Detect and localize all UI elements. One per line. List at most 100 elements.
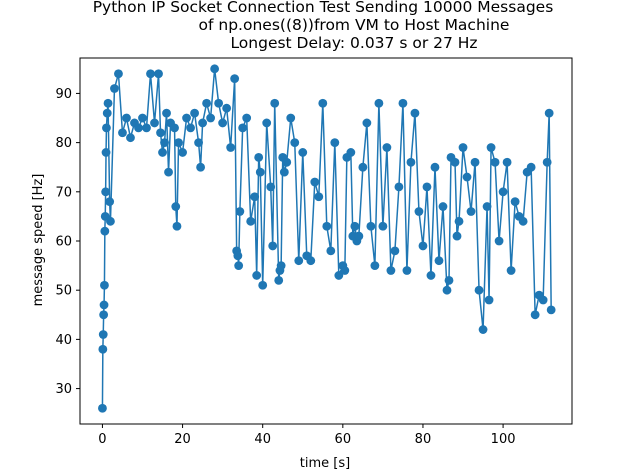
title-line-2: of np.ones((8))from VM to Host Machine [199,16,510,34]
data-point [270,98,280,108]
data-point [544,108,554,118]
data-point [190,108,199,118]
data-point [398,98,408,108]
data-point [254,152,264,162]
y-tick-label: 90 [55,87,72,102]
data-point [286,113,296,123]
data-point [250,192,260,202]
data-point [103,98,113,108]
x-tick-label: 20 [174,432,191,447]
data-point [222,103,232,113]
y-tick-label: 80 [55,136,72,151]
data-point [458,143,468,152]
data-point [106,216,115,226]
data-point [172,221,182,231]
data-point [330,138,340,148]
data-point [290,138,300,148]
data-point [378,221,388,231]
data-point [410,108,420,118]
data-point [482,202,492,211]
data-point [354,231,364,241]
data-point [255,167,265,177]
data-point [386,266,396,275]
data-point [252,271,262,280]
data-point [101,187,111,197]
data-point [438,202,448,211]
data-point [490,157,500,167]
data-point [402,266,412,275]
data-point [182,113,191,123]
data-point [246,216,256,226]
data-point [214,98,224,108]
data-point [242,113,252,123]
data-point [98,344,108,354]
data-point [454,216,464,226]
data-point [506,266,516,275]
data-point [134,123,143,133]
data-point [262,118,272,128]
data-point [218,118,228,128]
data-point [110,84,119,93]
data-point [530,310,540,320]
data-point [194,138,203,148]
data-point [414,207,424,216]
data-point [442,285,452,295]
data-point [126,133,135,143]
series-group [98,64,556,413]
data-point [478,325,488,334]
data-point [418,241,428,251]
data-point [186,123,195,133]
data-point [170,123,179,133]
data-point [362,118,372,128]
data-point [422,182,432,192]
data-point [210,64,220,74]
data-point [101,148,111,157]
data-point [171,202,181,211]
data-point [310,177,320,187]
data-point [382,143,392,152]
data-point [370,261,380,270]
data-point [206,113,216,123]
data-point [230,74,240,84]
data-point [484,295,494,305]
x-tick-label: 100 [491,432,516,447]
data-point [102,108,112,118]
x-tick-label: 0 [98,432,106,447]
data-point [334,271,344,280]
axes: 0 20 40 60 80 100 30 40 50 60 70 80 90 [55,57,573,447]
data-point [366,221,376,231]
data-point [542,157,552,167]
data-point [452,231,462,241]
data-point [494,236,504,246]
data-point [322,221,332,231]
data-point [279,167,289,177]
data-point [462,172,472,182]
data-point [158,148,167,157]
data-point [156,128,165,138]
data-point [358,162,368,172]
data-point [238,123,248,133]
data-point [394,182,404,192]
y-tick-label: 40 [55,333,72,348]
data-point [350,221,360,231]
data-point [105,197,115,207]
y-tick-label: 60 [55,235,72,250]
data-point [234,261,244,270]
x-axis-label: time [s] [300,456,350,471]
data-point [162,108,171,118]
data-point [100,280,109,290]
data-point [164,167,173,177]
data-point [99,310,109,320]
data-point [276,261,286,270]
data-point [474,285,484,295]
chart-title: Python IP Socket Connection Test Sending… [93,0,554,52]
data-point [233,251,243,261]
data-point [426,271,436,280]
data-point [314,192,324,202]
data-point [498,187,508,197]
data-point [526,162,536,172]
data-point [198,118,208,128]
data-point [100,226,110,236]
data-point [274,275,284,285]
